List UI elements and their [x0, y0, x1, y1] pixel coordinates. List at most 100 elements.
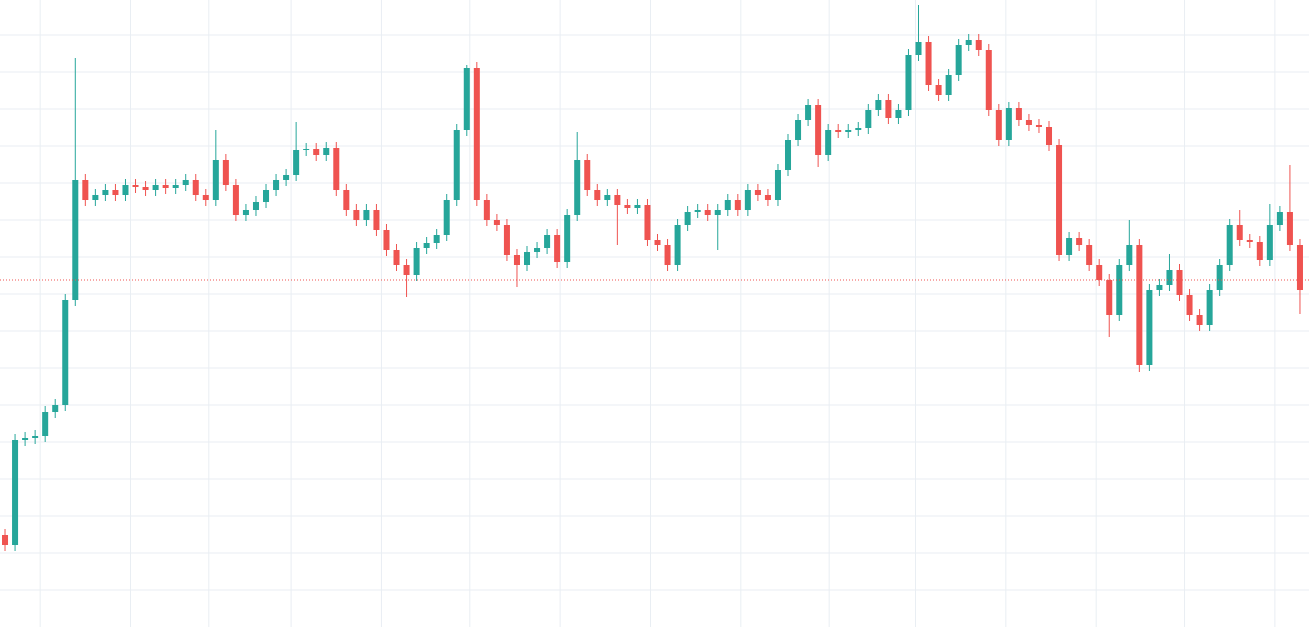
candle-body: [1096, 265, 1103, 280]
candle-body: [473, 68, 480, 200]
candle-body: [252, 202, 259, 210]
candle-body: [1206, 290, 1213, 325]
candle-body: [1076, 238, 1083, 245]
candle-body: [1025, 120, 1032, 125]
candle-body: [363, 210, 370, 220]
candle-body: [885, 100, 892, 118]
candle-body: [303, 149, 310, 150]
candle-body: [935, 85, 942, 95]
candle-body: [483, 200, 490, 220]
candle-body: [815, 105, 822, 155]
candle-body: [1256, 242, 1263, 260]
candle-body: [52, 405, 59, 412]
candle-body: [674, 225, 681, 265]
candle-body: [1116, 265, 1123, 315]
candle-body: [1216, 265, 1223, 290]
candle-body: [684, 212, 691, 225]
candle-body: [1296, 245, 1303, 290]
candle-body: [172, 185, 179, 188]
candle-body: [293, 150, 300, 175]
candle-body: [1106, 280, 1113, 315]
candle-body: [664, 245, 671, 265]
candle-body: [1066, 238, 1073, 255]
candle-body: [1166, 270, 1173, 285]
candle-body: [644, 205, 651, 240]
candle-body: [182, 180, 189, 185]
candle-body: [132, 185, 139, 187]
candle-body: [784, 140, 792, 170]
candle-body: [544, 235, 551, 248]
candle-body: [965, 40, 972, 45]
candle-body: [985, 50, 992, 110]
candle-body: [524, 252, 531, 265]
candle-body: [955, 45, 962, 75]
candle-body: [423, 243, 430, 248]
candle-body: [584, 160, 591, 190]
candle-body: [634, 205, 641, 208]
candle-body: [62, 300, 69, 405]
candle-body: [624, 205, 631, 208]
candle-body: [754, 190, 761, 195]
candle-body: [32, 436, 39, 438]
candle-body: [323, 148, 330, 155]
candle-body: [192, 180, 199, 195]
candle-body: [1186, 295, 1193, 315]
candle-body: [724, 200, 731, 210]
candle-body: [1156, 285, 1163, 290]
candle-body: [313, 149, 320, 155]
candle-body: [795, 120, 802, 140]
candle-body: [714, 210, 721, 215]
candle-body: [564, 215, 571, 262]
candle-body: [534, 248, 541, 252]
candle-body: [513, 255, 520, 265]
candle-body: [333, 148, 340, 190]
candle-body: [1176, 270, 1183, 295]
candle-body: [102, 190, 109, 195]
candle-body: [343, 190, 350, 210]
candle-body: [162, 185, 169, 188]
candle-body: [413, 248, 420, 275]
candle-body: [995, 110, 1002, 140]
candle-body: [2, 535, 9, 545]
candle-body: [22, 438, 29, 440]
candle-body: [1286, 212, 1293, 245]
candle-body: [453, 130, 460, 200]
candle-body: [744, 190, 751, 210]
candle-body: [614, 195, 621, 205]
candle-body: [1005, 108, 1012, 140]
candle-body: [212, 160, 219, 200]
candle-body: [1266, 225, 1273, 260]
candle-body: [845, 130, 852, 132]
candle-body: [353, 210, 360, 220]
candle-body: [202, 195, 209, 200]
candle-body: [805, 105, 812, 120]
candle-body: [1136, 245, 1143, 365]
candle-body: [72, 180, 79, 300]
candle-body: [835, 130, 842, 132]
candle-body: [503, 225, 510, 255]
candle-body: [142, 187, 149, 190]
candle-body: [122, 185, 129, 195]
candle-body: [1035, 125, 1042, 127]
candle-body: [12, 440, 19, 545]
candle-body: [283, 175, 290, 180]
candle-body: [222, 160, 229, 185]
candle-body: [915, 42, 922, 55]
candle-body: [463, 68, 470, 130]
candle-body: [1126, 245, 1133, 265]
candle-body: [865, 110, 872, 128]
candle-body: [1015, 108, 1022, 120]
candle-body: [383, 230, 390, 250]
candle-body: [975, 40, 982, 50]
candle-body: [1226, 225, 1233, 265]
candle-body: [734, 200, 741, 210]
candle-body: [855, 128, 862, 130]
candle-body: [152, 185, 159, 190]
candle-body: [1246, 240, 1253, 242]
candle-body: [895, 110, 902, 118]
candle-body: [1146, 290, 1153, 365]
candle-body: [1056, 145, 1063, 255]
candle-body: [232, 185, 239, 215]
